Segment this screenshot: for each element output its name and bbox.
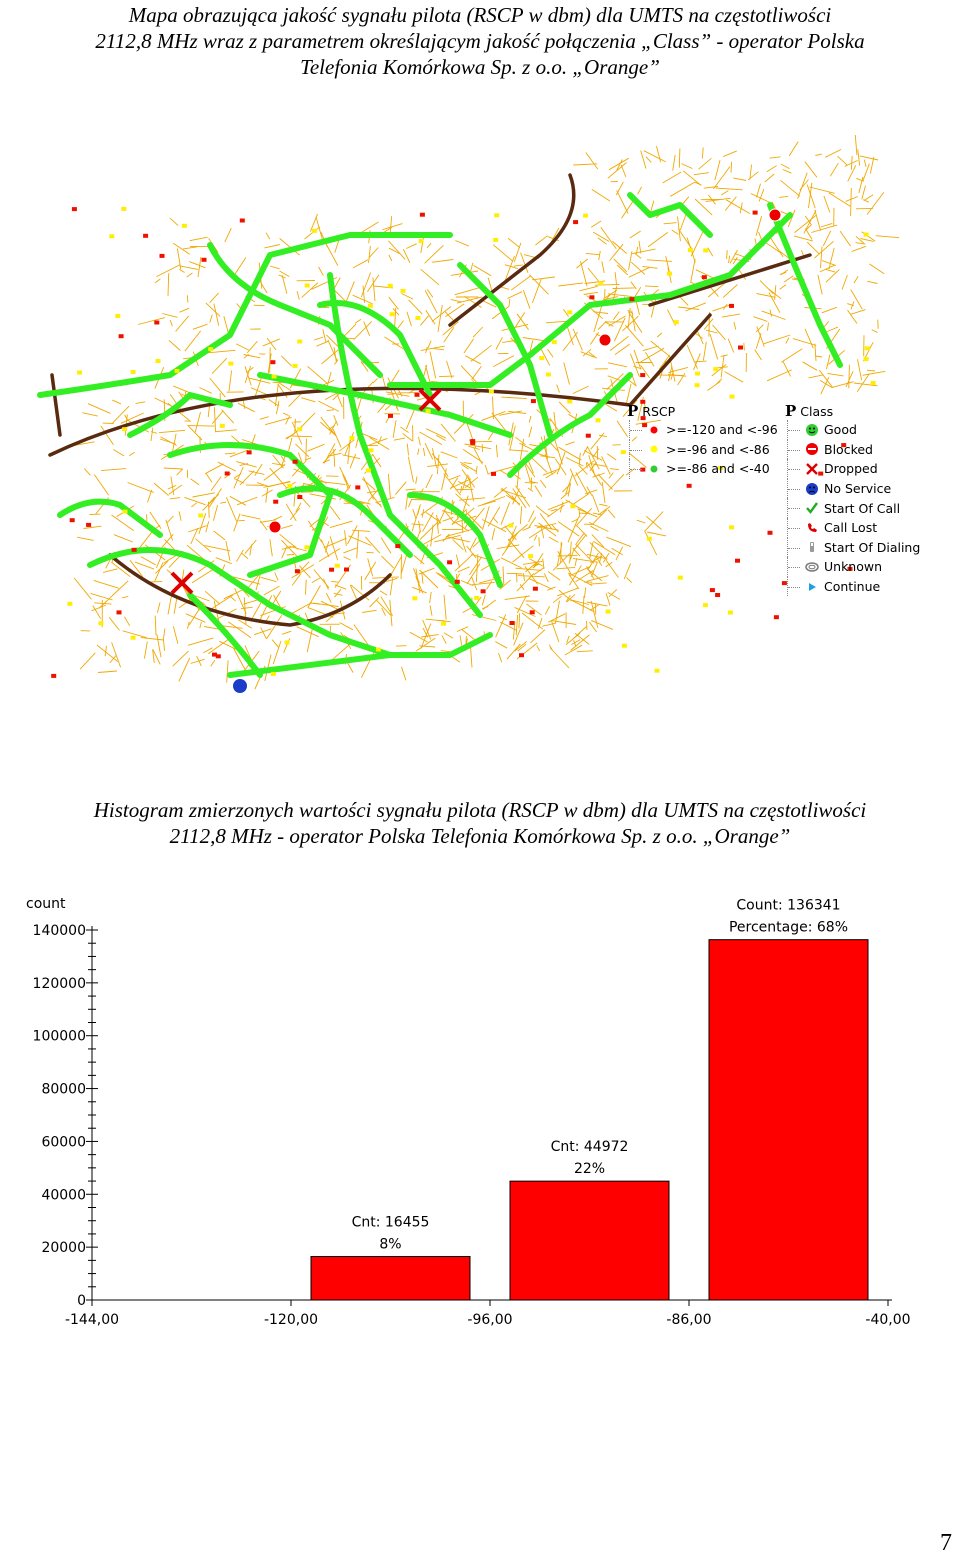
no-service-icon <box>233 679 247 693</box>
map-caption-line-3: Telefonia Komórkowa Sp. z o.o. „Orange” <box>300 55 660 79</box>
blocked-icon <box>768 208 782 222</box>
play-icon <box>804 580 820 594</box>
legend-class-label: Start Of Call <box>824 500 901 516</box>
legend-class-header: P Class <box>785 402 920 420</box>
bar-percent-label: 22% <box>574 1161 605 1177</box>
call-lost-icon <box>804 521 820 535</box>
y-tick-label: 80000 <box>41 1082 86 1098</box>
legend-class-item: Start Of Dialing <box>785 537 921 558</box>
legend-class-item: Call Lost <box>785 517 920 538</box>
map-caption: Mapa obrazująca jakość sygnału pilota (R… <box>0 2 960 80</box>
blocked-icon <box>268 520 282 534</box>
ring-roads <box>48 173 812 627</box>
legend-class-item: Start Of Call <box>785 498 920 518</box>
green-dot-icon <box>646 462 662 476</box>
legend-class-item: No Service <box>785 478 920 499</box>
bar-percent-label: 8% <box>379 1237 401 1253</box>
y-tick-label: 140000 <box>33 923 86 939</box>
legend-class-label: Dropped <box>824 461 878 477</box>
legend-rscp-title: RSCP <box>642 403 676 419</box>
legend-class-p-icon: P <box>785 402 797 420</box>
legend-class-label: Good <box>824 422 857 438</box>
dropped-x-icon <box>418 388 442 412</box>
y-tick-label: 40000 <box>41 1187 86 1203</box>
legend-rscp-label: >=-86 and <-40 <box>666 461 770 477</box>
bar-percent-label: Percentage: 68% <box>729 920 848 936</box>
event-markers <box>170 208 782 693</box>
no-service-icon <box>804 482 820 496</box>
dropped-x-icon <box>804 462 820 476</box>
map-caption-line-2: 2112,8 MHz wraz z parametrem określający… <box>95 29 865 53</box>
unknown-icon <box>804 560 820 574</box>
legend-class-item: Blocked <box>785 439 920 460</box>
y-axis-label: count <box>26 896 66 912</box>
legend-class-label: Unknown <box>824 559 883 575</box>
dropped-x-icon <box>170 571 194 595</box>
legend-class-item: Good <box>785 420 920 440</box>
histogram-caption-line-2: 2112,8 MHz - operator Polska Telefonia K… <box>169 824 791 848</box>
legend-class-label: Blocked <box>824 441 873 457</box>
legend-rscp-p-icon: P <box>627 402 639 420</box>
legend-class-item: Continue <box>785 576 920 597</box>
legend-class-label: Call Lost <box>824 520 878 536</box>
legend-class: P Class Good Blocked Dropped No Service … <box>785 402 921 597</box>
histogram-svg: 0 20000 40000 60000 80000 100000 120000 140000 -… <box>26 896 911 1328</box>
legend-class-label: No Service <box>824 481 892 497</box>
legend-rscp-header: P RSCP <box>627 402 778 420</box>
legend-class-item: Unknown <box>785 557 920 577</box>
legend-class-label: Continue <box>824 579 881 595</box>
check-icon <box>804 501 820 515</box>
y-tick-label: 0 <box>77 1293 86 1309</box>
street-network <box>67 131 900 690</box>
red-dot-icon <box>646 423 662 437</box>
x-tick-label: -86,00 <box>666 1312 711 1328</box>
x-tick-label: -96,00 <box>467 1312 512 1328</box>
histogram-caption: Histogram zmierzonych wartości sygnału p… <box>0 797 960 849</box>
histogram-bar <box>310 1256 471 1301</box>
yellow-dot-icon <box>646 442 662 456</box>
y-tick-label: 60000 <box>41 1134 86 1150</box>
legend-rscp-item: >=-96 and <-86 <box>627 439 778 460</box>
histogram-bar <box>708 939 869 1301</box>
x-tick-label: -120,00 <box>264 1312 318 1328</box>
coverage-map <box>30 131 930 705</box>
bar-count-label: Cnt: 16455 <box>352 1215 430 1231</box>
map-caption-line-1: Mapa obrazująca jakość sygnału pilota (R… <box>128 3 832 27</box>
x-tick-label: -40,00 <box>865 1312 910 1328</box>
legend-rscp-label: >=-96 and <-86 <box>666 441 770 457</box>
blocked-icon <box>804 442 820 456</box>
legend-class-title: Class <box>800 403 834 419</box>
legend-class-label: Start Of Dialing <box>824 539 921 555</box>
bar-count-label: Count: 136341 <box>736 898 840 914</box>
bar-count-label: Cnt: 44972 <box>551 1139 629 1155</box>
blocked-icon <box>598 333 612 347</box>
y-tick-label: 20000 <box>41 1240 86 1256</box>
legend-rscp-item: >=-120 and <-96 <box>627 420 778 440</box>
legend-rscp-item: >=-86 and <-40 <box>627 459 778 479</box>
page-number: 7 <box>940 1530 952 1556</box>
phone-icon <box>804 540 820 554</box>
histogram-chart: 0 20000 40000 60000 80000 100000 120000 140000 -… <box>0 880 960 1340</box>
y-tick-label: 100000 <box>33 1029 86 1045</box>
x-tick-label: -144,00 <box>65 1312 119 1328</box>
smiley-good-icon <box>804 423 820 437</box>
legend-class-item: Dropped <box>785 459 920 479</box>
histogram-bar <box>509 1180 670 1301</box>
legend-rscp: P RSCP >=-120 and <-96 >=-96 and <-86 >=… <box>627 402 778 479</box>
histogram-caption-line-1: Histogram zmierzonych wartości sygnału p… <box>93 798 867 822</box>
y-tick-label: 120000 <box>33 976 86 992</box>
signal-markers <box>51 206 876 678</box>
legend-rscp-label: >=-120 and <-96 <box>666 422 778 438</box>
coverage-map-drawing <box>37 131 900 693</box>
measurement-routes <box>37 192 843 678</box>
